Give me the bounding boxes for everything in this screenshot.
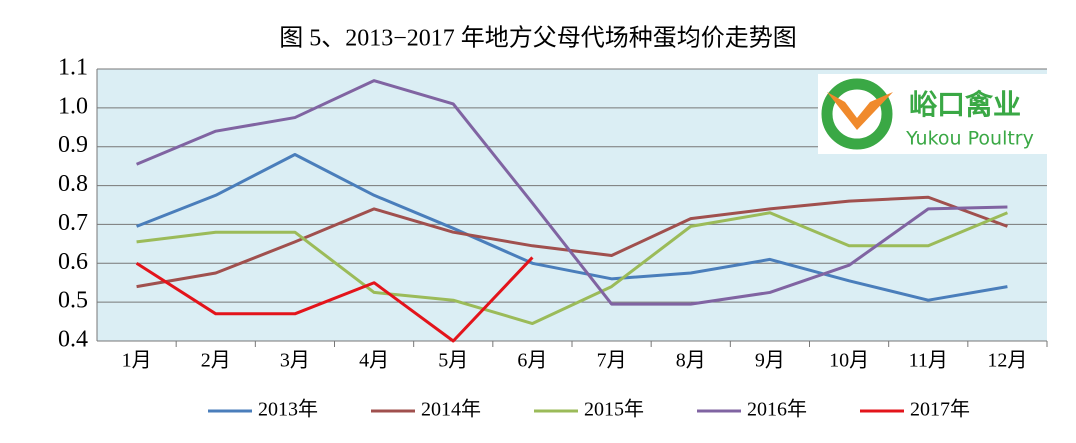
y-tick-label: 0.9	[58, 132, 88, 158]
legend-label: 2015年	[584, 398, 644, 421]
x-tick-label: 2月	[201, 350, 231, 372]
logo-subtitle: Yukou Poultry	[905, 128, 1034, 150]
logo-v	[827, 92, 893, 130]
legend-label: 2013年	[258, 398, 318, 421]
logo-name: 峪口禽业	[909, 88, 1021, 121]
series-line	[136, 195, 1008, 289]
y-tick-label: 0.5	[58, 288, 88, 314]
y-tick-label: 0.6	[58, 249, 88, 275]
legend-label: 2016年	[747, 398, 807, 421]
x-tick-label: 12月	[987, 350, 1027, 372]
chart-title: 图 5、2013−2017 年地方父母代场种蛋均价走势图	[279, 25, 797, 52]
x-tick-label: 6月	[517, 350, 547, 372]
y-tick-label: 0.7	[58, 210, 88, 236]
x-tick-label: 5月	[438, 350, 468, 372]
series-line	[136, 79, 1008, 306]
y-tick-label: 1.0	[58, 93, 88, 119]
logo: 峪口禽业 Yukou Poultry	[818, 74, 1047, 154]
y-tick-label: 0.4	[58, 327, 88, 353]
x-tick-label: 10月	[829, 350, 869, 372]
series-line	[135, 256, 534, 343]
x-tick-label: 4月	[359, 350, 389, 372]
x-tick-label: 9月	[755, 350, 785, 372]
x-tick-label: 7月	[597, 350, 627, 372]
y-tick-label: 1.1	[58, 55, 88, 81]
logo-ring	[821, 78, 893, 150]
x-tick-label: 1月	[122, 350, 152, 372]
series-line	[136, 211, 1008, 326]
y-tick-label: 0.8	[58, 171, 88, 197]
series-line	[136, 152, 1008, 302]
legend-label: 2014年	[421, 398, 481, 421]
x-tick-label: 3月	[280, 350, 310, 372]
x-tick-label: 11月	[909, 350, 948, 372]
legend-label: 2017年	[910, 398, 970, 421]
x-tick-label: 8月	[676, 350, 706, 372]
